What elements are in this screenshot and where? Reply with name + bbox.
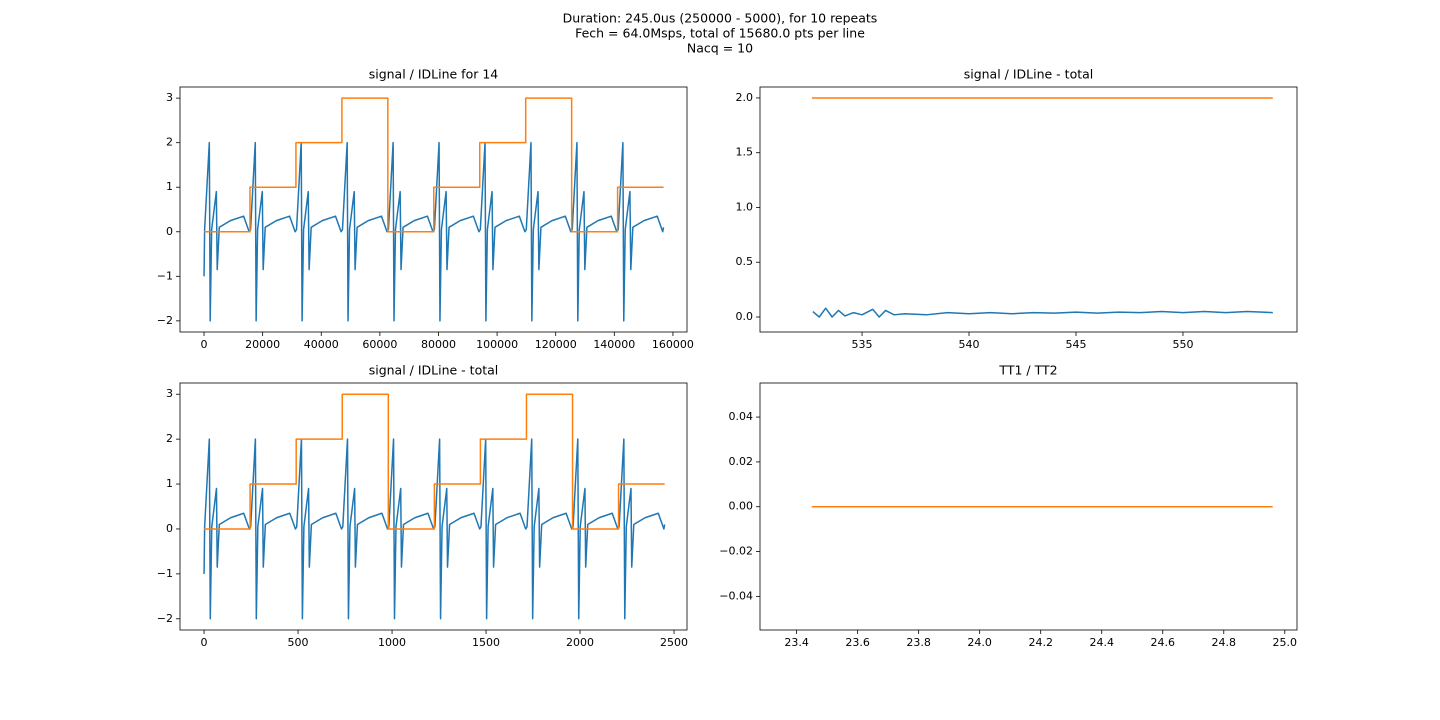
x-tick-label: 100000 <box>476 338 518 351</box>
x-tick-label: 0 <box>201 636 208 649</box>
x-tick-label: 120000 <box>535 338 577 351</box>
x-tick-label: 24.4 <box>1089 636 1114 649</box>
chart-title: signal / IDLine - total <box>964 67 1094 82</box>
y-tick-label: 2 <box>166 432 173 445</box>
x-tick-label: 40000 <box>304 338 339 351</box>
x-tick-label: 545 <box>1065 338 1086 351</box>
x-tick-label: 500 <box>288 636 309 649</box>
x-tick-label: 540 <box>959 338 980 351</box>
suptitle: Nacq = 10 <box>687 41 753 56</box>
x-tick-label: 2000 <box>566 636 594 649</box>
y-tick-label: 1.0 <box>736 200 754 213</box>
chart-title: signal / IDLine for 14 <box>369 67 499 82</box>
series-line <box>812 307 1273 318</box>
suptitle: Fech = 64.0Msps, total of 15680.0 pts pe… <box>575 26 865 41</box>
axes-frame <box>759 86 1298 333</box>
y-tick-label: 3 <box>166 91 173 104</box>
chart-title: signal / IDLine - total <box>369 363 499 378</box>
x-tick-label: 80000 <box>421 338 456 351</box>
y-tick-label: 0.0 <box>736 310 754 323</box>
x-tick-label: 24.2 <box>1028 636 1053 649</box>
plot-area <box>203 97 665 322</box>
y-tick-label: −1 <box>157 567 173 580</box>
axes-frame <box>179 86 688 333</box>
x-tick-label: 0 <box>201 338 208 351</box>
x-tick-label: 24.8 <box>1212 636 1237 649</box>
y-tick-label: 0.04 <box>729 410 754 423</box>
y-tick-label: −1 <box>157 269 173 282</box>
x-tick-label: 24.0 <box>967 636 992 649</box>
y-tick-label: 1.5 <box>736 146 754 159</box>
series-line <box>204 97 664 233</box>
y-tick-label: 2.0 <box>736 91 754 104</box>
y-tick-label: −0.04 <box>719 589 753 602</box>
x-tick-label: 24.6 <box>1151 636 1176 649</box>
x-tick-label: 1500 <box>472 636 500 649</box>
chart-title: TT1 / TT2 <box>998 363 1057 378</box>
y-tick-label: 0.00 <box>729 500 754 513</box>
series-line <box>204 393 665 530</box>
y-tick-label: −2 <box>157 314 173 327</box>
x-tick-label: 535 <box>852 338 873 351</box>
y-tick-label: −2 <box>157 612 173 625</box>
y-tick-label: −0.02 <box>719 545 753 558</box>
plot-area <box>203 393 666 620</box>
x-tick-label: 23.4 <box>784 636 809 649</box>
y-tick-label: 0 <box>166 225 173 238</box>
x-tick-label: 20000 <box>245 338 280 351</box>
x-tick-label: 25.0 <box>1273 636 1298 649</box>
x-tick-label: 23.8 <box>906 636 931 649</box>
axes-frame <box>179 382 688 631</box>
x-tick-label: 60000 <box>362 338 397 351</box>
y-tick-label: 1 <box>166 180 173 193</box>
y-tick-label: 3 <box>166 387 173 400</box>
y-tick-label: 1 <box>166 477 173 490</box>
x-tick-label: 1000 <box>378 636 406 649</box>
x-tick-label: 140000 <box>593 338 635 351</box>
x-tick-label: 2500 <box>660 636 688 649</box>
y-tick-label: 0.5 <box>736 255 754 268</box>
x-tick-label: 160000 <box>652 338 694 351</box>
y-tick-label: 0.02 <box>729 455 754 468</box>
suptitle: Duration: 245.0us (250000 - 5000), for 1… <box>563 11 878 26</box>
x-tick-label: 23.6 <box>845 636 870 649</box>
x-tick-label: 550 <box>1172 338 1193 351</box>
plot-area <box>811 97 1273 318</box>
y-tick-label: 0 <box>166 522 173 535</box>
y-tick-label: 2 <box>166 136 173 149</box>
